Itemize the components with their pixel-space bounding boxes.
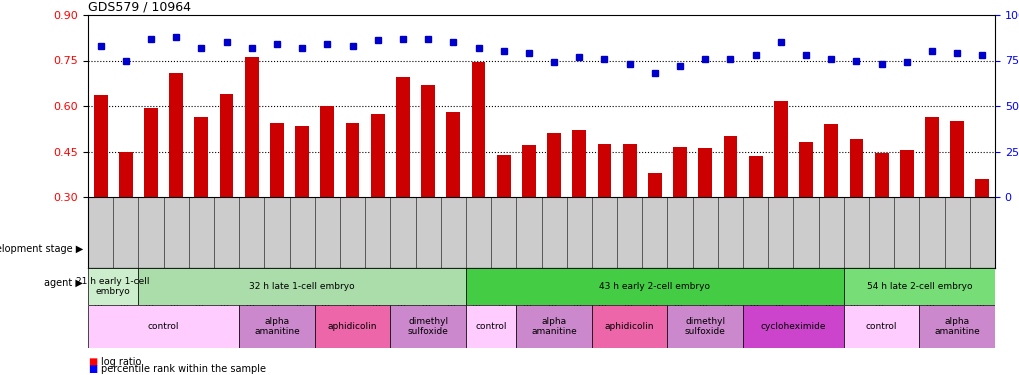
Bar: [918, 305, 994, 348]
Bar: [390, 305, 466, 348]
Bar: [88, 268, 139, 305]
Text: alpha
amanitine: alpha amanitine: [933, 317, 979, 336]
Bar: [666, 305, 742, 348]
Bar: [823, 124, 838, 197]
Bar: [315, 305, 390, 348]
Text: dimethyl
sulfoxide: dimethyl sulfoxide: [408, 317, 448, 336]
Text: 54 h late 2-cell embryo: 54 h late 2-cell embryo: [866, 282, 971, 291]
Bar: [572, 130, 586, 197]
Bar: [597, 144, 610, 197]
Bar: [698, 148, 711, 197]
Bar: [466, 305, 516, 348]
Text: cycloheximide: cycloheximide: [760, 322, 825, 331]
Bar: [623, 144, 636, 197]
Text: alpha
amanitine: alpha amanitine: [254, 317, 300, 336]
Bar: [546, 133, 560, 197]
Text: development stage ▶: development stage ▶: [0, 244, 83, 254]
Bar: [471, 62, 485, 197]
Bar: [496, 154, 511, 197]
Text: log ratio: log ratio: [101, 357, 142, 367]
Bar: [144, 108, 158, 197]
Text: aphidicolin: aphidicolin: [604, 322, 654, 331]
Bar: [395, 77, 410, 197]
Bar: [647, 173, 661, 197]
Text: aphidicolin: aphidicolin: [327, 322, 377, 331]
Bar: [748, 156, 762, 197]
Bar: [950, 121, 963, 197]
Bar: [88, 197, 994, 268]
Bar: [320, 106, 334, 197]
Bar: [798, 142, 812, 197]
Bar: [522, 146, 535, 197]
Text: control: control: [865, 322, 897, 331]
Bar: [139, 268, 466, 305]
Bar: [345, 123, 359, 197]
Bar: [843, 305, 918, 348]
Bar: [466, 268, 843, 305]
Bar: [673, 147, 687, 197]
Bar: [119, 152, 132, 197]
Bar: [516, 305, 591, 348]
Text: 32 h late 1-cell embryo: 32 h late 1-cell embryo: [249, 282, 355, 291]
Bar: [245, 57, 259, 197]
Text: 43 h early 2-cell embryo: 43 h early 2-cell embryo: [599, 282, 709, 291]
Bar: [974, 179, 988, 197]
Text: GDS579 / 10964: GDS579 / 10964: [88, 1, 191, 14]
Text: percentile rank within the sample: percentile rank within the sample: [101, 364, 266, 374]
Bar: [722, 136, 737, 197]
Text: control: control: [148, 322, 179, 331]
Bar: [421, 85, 435, 197]
Bar: [94, 95, 107, 197]
Text: alpha
amanitine: alpha amanitine: [531, 317, 577, 336]
Bar: [849, 140, 862, 197]
Text: dimethyl
sulfoxide: dimethyl sulfoxide: [684, 317, 725, 336]
Bar: [773, 102, 787, 197]
Text: ■: ■: [88, 364, 97, 374]
Bar: [294, 126, 309, 197]
Bar: [371, 114, 384, 197]
Bar: [924, 117, 938, 197]
Bar: [899, 150, 913, 197]
Bar: [446, 112, 460, 197]
Bar: [591, 305, 666, 348]
Text: ■: ■: [88, 357, 97, 367]
Bar: [195, 117, 208, 197]
Bar: [238, 305, 315, 348]
Bar: [742, 305, 843, 348]
Text: 21 h early 1-cell
embryo: 21 h early 1-cell embryo: [76, 277, 150, 296]
Bar: [874, 153, 888, 197]
Bar: [843, 268, 994, 305]
Bar: [88, 305, 238, 348]
Text: control: control: [475, 322, 506, 331]
Bar: [270, 123, 283, 197]
Bar: [169, 73, 183, 197]
Bar: [219, 94, 233, 197]
Text: agent ▶: agent ▶: [44, 278, 83, 288]
